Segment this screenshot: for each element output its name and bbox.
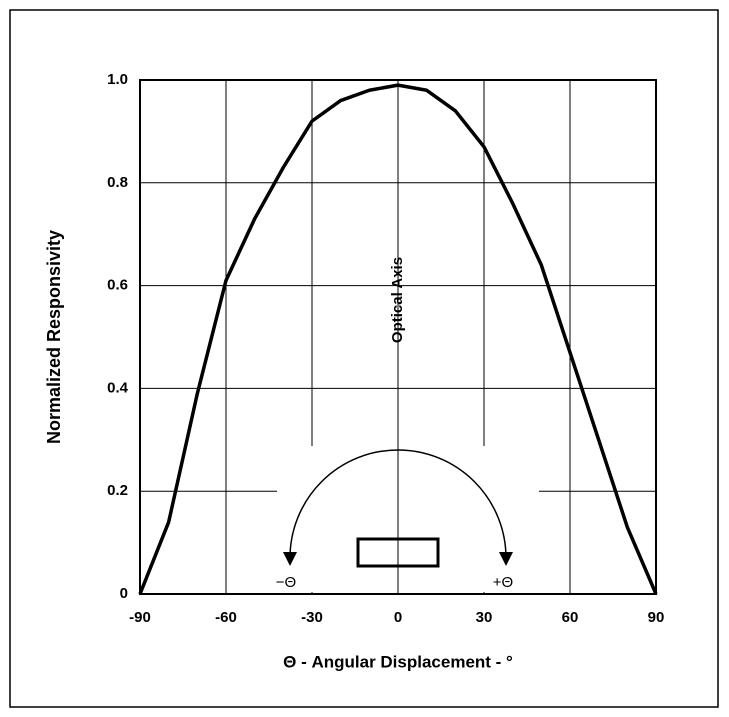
arrow-right (499, 552, 513, 566)
y-tick-label: 0.8 (107, 174, 128, 191)
x-tick-label: 0 (394, 609, 402, 626)
plot-border (139, 79, 657, 595)
frame (9, 9, 719, 708)
y-axis-label: Normalized Responsivity (44, 230, 64, 444)
angle-arc (289, 449, 507, 559)
y-tick-label: 1.0 (107, 71, 128, 88)
line-series (138, 83, 658, 595)
minus-theta-label: −Θ (276, 574, 296, 591)
y-tick-label: 0.4 (107, 379, 129, 396)
x-tick-label: -90 (129, 609, 151, 626)
diagram-backdrop (277, 446, 539, 592)
plus-theta-label: +Θ (493, 574, 513, 591)
y-tick-label: 0.2 (107, 482, 128, 499)
x-tick-label: -60 (215, 609, 237, 626)
x-axis-label: Θ - Angular Displacement - ° (283, 652, 513, 671)
x-tick-label: 90 (648, 609, 665, 626)
y-tick-label: 0 (120, 585, 128, 602)
x-tick-label: 30 (476, 609, 493, 626)
x-tick-label: -30 (301, 609, 323, 626)
arrow-left (283, 552, 297, 566)
optical-axis-label: Optical Axis (389, 257, 406, 343)
y-tick-label: 0.6 (107, 277, 128, 294)
x-tick-label: 60 (562, 609, 579, 626)
sensor-icon (356, 537, 440, 568)
